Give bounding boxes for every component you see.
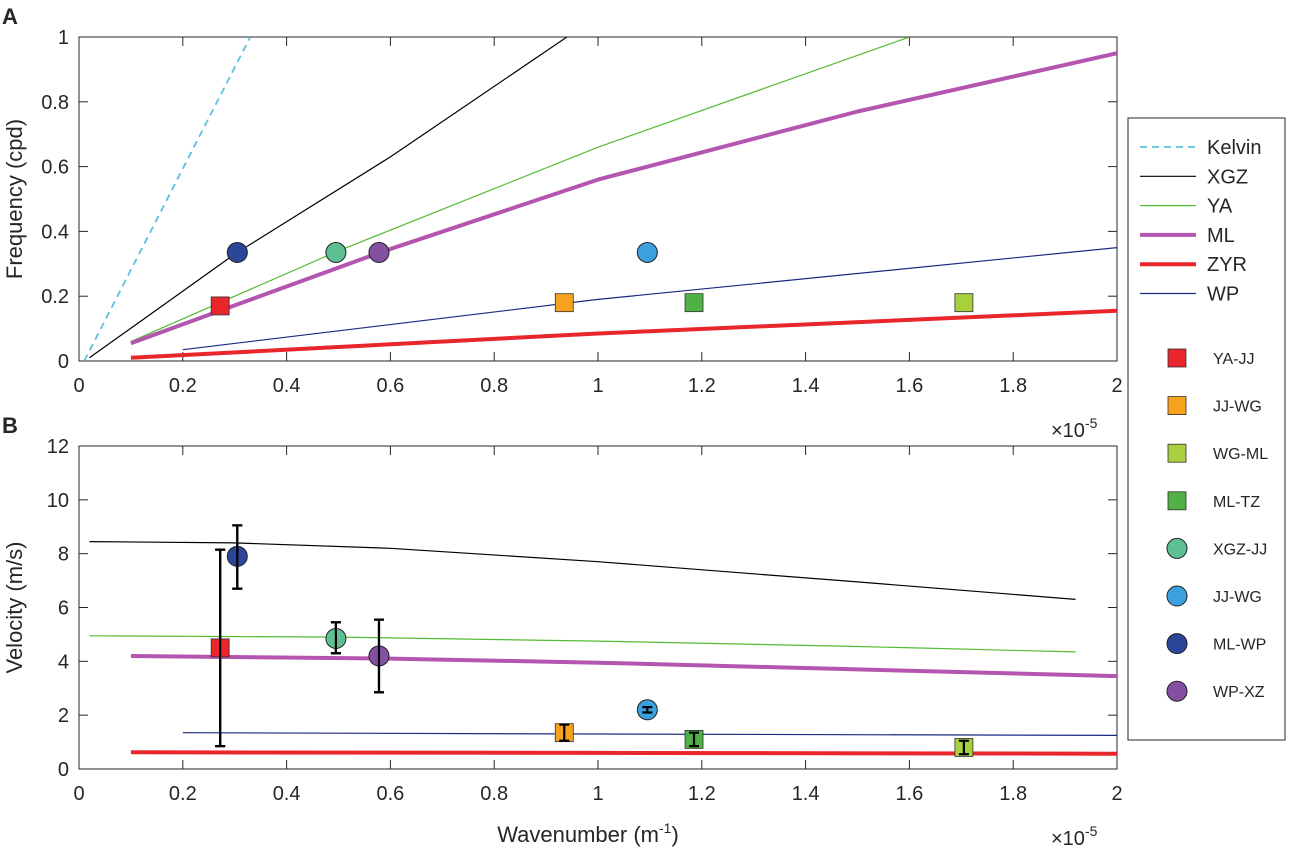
x-tick-label: 1.8: [999, 783, 1027, 805]
series-group: [83, 37, 1117, 361]
legend-marker-xgz-jj-circle: [1166, 537, 1188, 559]
x-tick-label: 1.6: [895, 375, 923, 397]
marker-wp-xz-circle: [368, 241, 390, 263]
plot-area: [78, 445, 1118, 770]
x-tick-label: 0.6: [376, 783, 404, 805]
marker-jj-wg-square: [554, 293, 574, 313]
series-line-kelvin: [83, 37, 252, 361]
panel-a: 0 0.2 0.4 0.6 0.8 1 1.2 1.4 1.6 1.8 2 0 0.2 0.4 0.6 0.8…: [2, 4, 1123, 442]
marker-ml-tz-square: [684, 293, 704, 313]
legend-marker-label: JJ-WG: [1213, 589, 1262, 606]
legend-marker-wg-ml-square: [1167, 443, 1187, 463]
legend-marker-label: YA-JJ: [1213, 351, 1254, 368]
x-tick-label: 1: [592, 783, 603, 805]
x-axis-label: Wavenumber (m-1): [497, 820, 679, 847]
legend-marker-label: XGZ-JJ: [1213, 541, 1267, 558]
legend-marker-label: ML-WP: [1213, 637, 1266, 654]
x-scale-multiplier: ×10-5: [1051, 823, 1098, 850]
legend-line-label: Kelvin: [1207, 137, 1261, 159]
y-tick-label: 0.4: [41, 221, 69, 243]
y-tick-label: 0.2: [41, 286, 69, 308]
x-tick-label: 1.2: [688, 783, 716, 805]
series-group: [89, 541, 1117, 756]
legend-line-label: ML: [1207, 225, 1235, 247]
y-tick-label: 10: [47, 490, 69, 512]
series-line-xgz: [89, 37, 568, 359]
marker-xgz-jj-circle: [325, 241, 347, 263]
y-tick-label: 1: [58, 27, 69, 49]
legend-box: [1127, 117, 1286, 741]
series-line-zyr: [130, 308, 1117, 360]
y-tick-label: 12: [47, 436, 69, 458]
y-axis-label: Velocity (m/s): [2, 541, 27, 673]
legend-line-label: YA: [1207, 196, 1233, 218]
marker-jj-wg-circle: [636, 241, 658, 263]
legend: Kelvin XGZ YA ML ZYR WP YA-JJ JJ-WG WG-ML ML-TZ XG…: [1127, 117, 1286, 741]
marker-wg-ml-square: [954, 293, 974, 313]
y-tick-label: 0: [58, 759, 69, 781]
legend-marker-label: JJ-WG: [1213, 399, 1262, 416]
panel-label: A: [2, 4, 18, 29]
marker-ya-jj-square: [210, 296, 230, 316]
x-tick-label: 1.4: [792, 783, 820, 805]
y-tick-label: 2: [58, 705, 69, 727]
x-tick-label: 0: [73, 783, 84, 805]
x-tick-label: 1.2: [688, 375, 716, 397]
legend-marker-label: WP-XZ: [1213, 684, 1265, 701]
series-line-zyr: [130, 750, 1117, 756]
series-line-ya: [89, 635, 1076, 653]
x-tick-label: 2: [1111, 783, 1122, 805]
x-tick-label: 1: [592, 375, 603, 397]
legend-marker-label: WG-ML: [1213, 446, 1268, 463]
x-tick-label: 0.2: [169, 783, 197, 805]
legend-marker-ml-tz-square: [1167, 491, 1187, 511]
legend-line-label: ZYR: [1207, 254, 1247, 276]
legend-marker-jj-wg-circle: [1166, 585, 1188, 607]
x-scale-multiplier: ×10-5: [1051, 415, 1098, 442]
x-tick-label: 0: [73, 375, 84, 397]
x-tick-label: 0.2: [169, 375, 197, 397]
y-tick-label: 4: [58, 651, 69, 673]
y-tick-label: 0.8: [41, 92, 69, 114]
x-tick-label: 1.4: [792, 375, 820, 397]
x-tick-label: 0.6: [376, 375, 404, 397]
x-tick-label: 1.6: [895, 783, 923, 805]
legend-marker-ml-wp-circle: [1166, 633, 1188, 655]
panel-b: 0 0.2 0.4 0.6 0.8 1 1.2 1.4 1.6 1.8 2 0 2 4 6 8 10 12 B Vel…: [2, 413, 1123, 850]
y-tick-label: 0: [58, 351, 69, 373]
legend-line-label: WP: [1207, 284, 1239, 306]
series-line-ya: [130, 37, 910, 343]
x-tick-label: 0.4: [273, 783, 301, 805]
series-line-xgz: [89, 541, 1076, 600]
x-tick-label: 0.4: [273, 375, 301, 397]
legend-marker-ya-jj-square: [1167, 348, 1187, 368]
y-tick-label: 8: [58, 544, 69, 566]
marker-ml-wp-circle: [226, 241, 248, 263]
series-line-ml: [130, 654, 1117, 679]
x-tick-label: 1.8: [999, 375, 1027, 397]
series-line-wp: [182, 247, 1117, 351]
y-axis-label: Frequency (cpd): [2, 119, 27, 279]
series-line-ml: [130, 51, 1117, 346]
panel-label: B: [2, 413, 18, 438]
legend-marker-jj-wg-square: [1167, 396, 1187, 416]
x-tick-label: 2: [1111, 375, 1122, 397]
x-tick-label: 0.8: [480, 375, 508, 397]
plot-area: [78, 36, 1118, 362]
y-tick-label: 6: [58, 598, 69, 620]
legend-line-label: XGZ: [1207, 166, 1248, 188]
series-line-wp: [182, 732, 1117, 736]
legend-marker-wp-xz-circle: [1166, 680, 1188, 702]
x-tick-label: 0.8: [480, 783, 508, 805]
legend-marker-label: ML-TZ: [1213, 494, 1260, 511]
y-tick-label: 0.6: [41, 157, 69, 179]
